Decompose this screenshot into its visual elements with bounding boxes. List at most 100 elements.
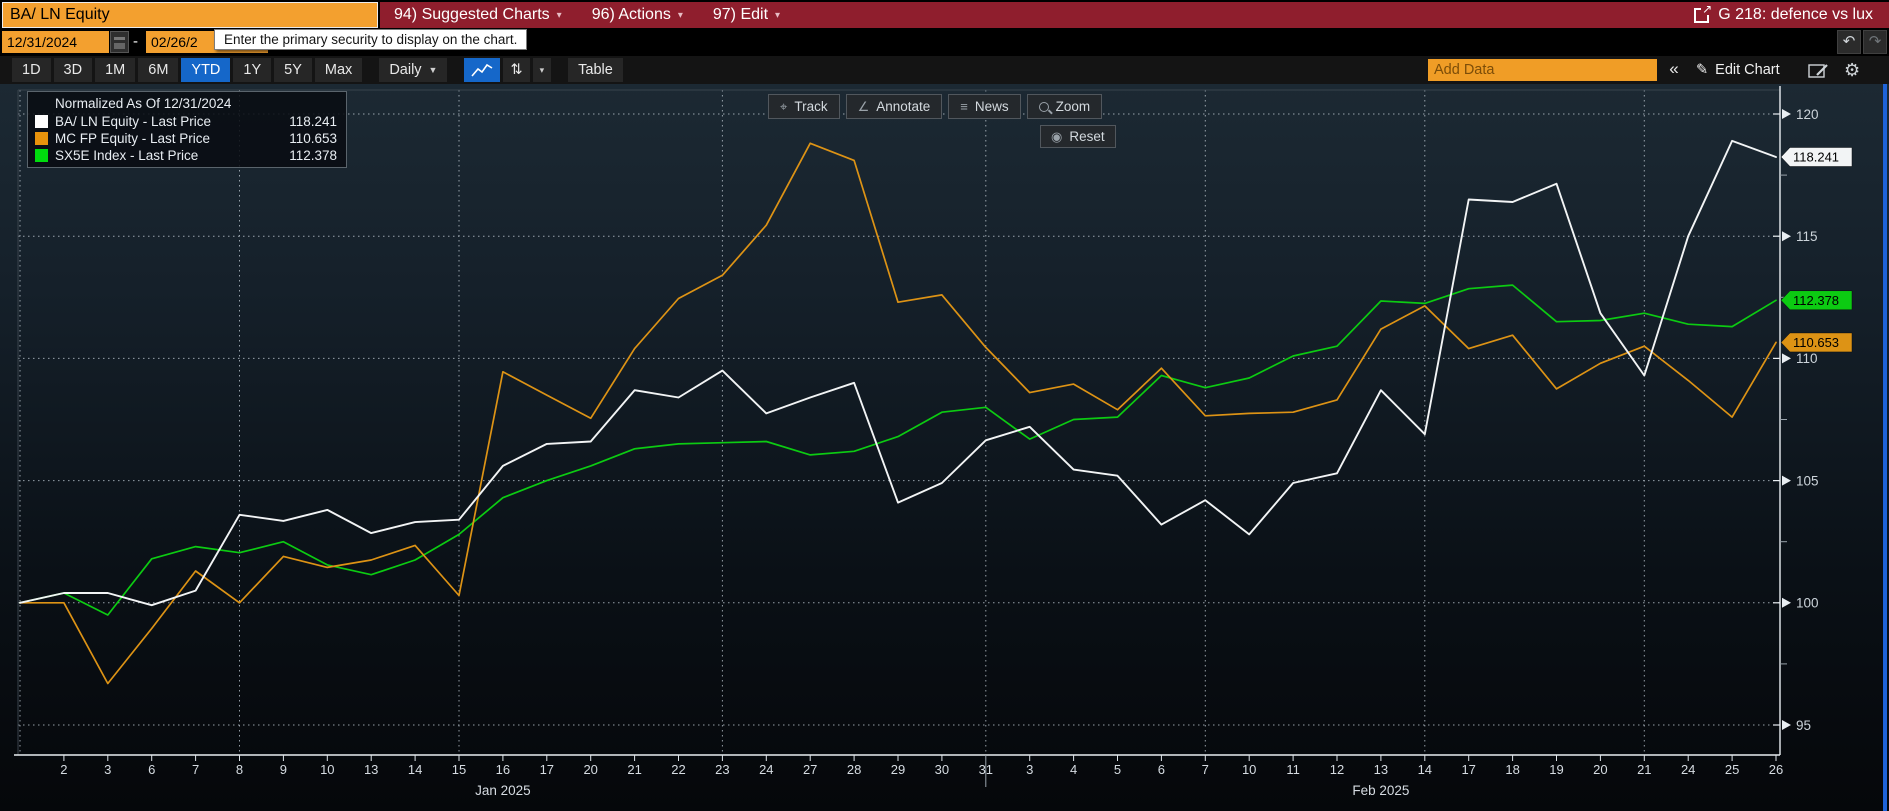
security-input-tooltip: Enter the primary security to display on… (214, 29, 528, 50)
svg-text:7: 7 (192, 762, 199, 777)
reset-button[interactable]: ◉ Reset (1040, 125, 1116, 148)
workspace-link[interactable]: ↗ G 218: defence vs lux (1694, 2, 1889, 24)
svg-text:Jan 2025: Jan 2025 (475, 783, 531, 798)
svg-text:27: 27 (803, 762, 817, 777)
svg-text:17: 17 (540, 762, 554, 777)
svg-text:24: 24 (1681, 762, 1695, 777)
redo-icon[interactable]: ↷ (1863, 30, 1887, 54)
svg-text:100: 100 (1796, 596, 1819, 611)
range-5y-button[interactable]: 5Y (274, 58, 312, 82)
line-chart-type-button[interactable] (464, 58, 501, 82)
news-button[interactable]: ≡ News (948, 94, 1021, 119)
start-date-field[interactable]: 12/31/2024 (2, 31, 109, 53)
svg-text:3: 3 (1026, 762, 1033, 777)
legend-row[interactable]: SX5E Index - Last Price 112.378 (28, 147, 346, 164)
chevron-down-icon: ▾ (556, 9, 562, 21)
svg-text:18: 18 (1505, 762, 1519, 777)
range-1m-button[interactable]: 1M (95, 58, 136, 82)
svg-text:16: 16 (496, 762, 510, 777)
pencil-icon: ✎ (1696, 62, 1709, 78)
sort-axis-button[interactable]: ⇅ (503, 58, 530, 82)
gear-icon[interactable]: ⚙ (1844, 59, 1861, 80)
svg-text:6: 6 (1158, 762, 1165, 777)
series-swatch-green (35, 149, 48, 162)
svg-text:4: 4 (1070, 762, 1077, 777)
svg-text:9: 9 (280, 762, 287, 777)
date-row: 12/31/2024 - 02/26/2 Enter the primary s… (0, 28, 1889, 56)
svg-text:11: 11 (1286, 762, 1300, 777)
series-name: BA/ LN Equity - Last Price (55, 114, 212, 129)
svg-text:21: 21 (627, 762, 641, 777)
series-name: MC FP Equity - Last Price (55, 131, 211, 146)
magnifier-icon (1038, 101, 1049, 112)
track-button[interactable]: ⌖ Track (768, 94, 840, 119)
period-dropdown[interactable]: Daily ▼ (379, 58, 448, 82)
range-1d-button[interactable]: 1D (12, 58, 51, 82)
svg-text:28: 28 (847, 762, 861, 777)
svg-text:14: 14 (1418, 762, 1432, 777)
news-icon: ≡ (960, 99, 968, 114)
svg-text:26: 26 (1769, 762, 1783, 777)
svg-text:29: 29 (891, 762, 905, 777)
series-swatch-white (35, 115, 48, 128)
sort-icon: ⇅ (510, 62, 523, 78)
calendar-icon[interactable] (110, 31, 129, 53)
svg-text:105: 105 (1796, 473, 1819, 488)
svg-text:15: 15 (452, 762, 466, 777)
menu-bar: 94) Suggested Charts ▾ 96) Actions ▾ 97)… (380, 2, 1889, 28)
svg-text:20: 20 (1593, 762, 1607, 777)
svg-text:110: 110 (1796, 351, 1818, 366)
chart-region: 2 3 6 7 8 9 10 13 14 15 16 17 20 21 22 23 24 27 28 29 30 31 3 4… (0, 84, 1889, 811)
menu-suggested-charts[interactable]: 94) Suggested Charts ▾ (394, 6, 562, 24)
range-6m-button[interactable]: 6M (138, 58, 179, 82)
svg-text:21: 21 (1637, 762, 1651, 777)
series-swatch-orange (35, 132, 48, 145)
range-ytd-button[interactable]: YTD (181, 58, 231, 82)
chevron-down-icon: ▾ (539, 64, 545, 75)
annotate-icon: ∠ (857, 98, 870, 114)
chevron-down-icon: ▼ (428, 65, 438, 75)
svg-text:115: 115 (1796, 229, 1818, 244)
svg-text:13: 13 (364, 762, 378, 777)
menu-actions[interactable]: 96) Actions ▾ (592, 6, 683, 24)
table-button[interactable]: Table (568, 58, 623, 82)
chart-type-caret-button[interactable]: ▾ (532, 58, 552, 82)
annotate-button[interactable]: ∠ Annotate (845, 94, 943, 119)
svg-text:95: 95 (1796, 718, 1811, 733)
menu-label: 94) Suggested Charts (394, 6, 550, 23)
chart-settings-icon[interactable] (1808, 57, 1830, 83)
svg-text:7: 7 (1202, 762, 1209, 777)
series-value: 118.241 (289, 114, 337, 129)
range-1y-button[interactable]: 1Y (233, 58, 272, 82)
chart-overlay-toolbar: ⌖ Track ∠ Annotate ≡ News Zoom (768, 94, 1103, 119)
range-3d-button[interactable]: 3D (53, 58, 93, 82)
range-max-button[interactable]: Max (314, 58, 363, 82)
zoom-button[interactable]: Zoom (1026, 94, 1103, 119)
chart-toolbar: 1D 3D 1M 6M YTD 1Y 5Y Max Daily ▼ ⇅ ▾ Ta… (0, 56, 1889, 84)
series-name: SX5E Index - Last Price (55, 148, 199, 163)
svg-text:23: 23 (715, 762, 729, 777)
collapse-panel-icon[interactable]: « (1669, 59, 1679, 78)
chart-legend[interactable]: Normalized As Of 12/31/2024 BA/ LN Equit… (27, 91, 347, 168)
legend-row[interactable]: MC FP Equity - Last Price 110.653 (28, 130, 346, 147)
menu-edit[interactable]: 97) Edit ▾ (713, 6, 780, 24)
svg-text:3: 3 (104, 762, 111, 777)
legend-title: Normalized As Of 12/31/2024 (55, 96, 232, 111)
svg-text:10: 10 (320, 762, 334, 777)
svg-text:10: 10 (1242, 762, 1256, 777)
svg-text:25: 25 (1725, 762, 1739, 777)
panel-edge (1883, 84, 1887, 811)
series-value: 112.378 (289, 148, 337, 163)
security-input[interactable]: BA/ LN Equity (2, 2, 378, 28)
price-chart[interactable]: 2 3 6 7 8 9 10 13 14 15 16 17 20 21 22 23 24 27 28 29 30 31 3 4… (0, 84, 1889, 811)
legend-row[interactable]: BA/ LN Equity - Last Price 118.241 (28, 113, 346, 130)
add-data-input[interactable]: Add Data (1428, 59, 1657, 81)
menu-label: 97) Edit (712, 6, 769, 23)
undo-icon[interactable]: ↶ (1837, 30, 1861, 54)
svg-text:110.653: 110.653 (1793, 335, 1839, 350)
date-range-separator: - (133, 33, 138, 50)
edit-chart-button[interactable]: ✎ Edit Chart (1696, 62, 1780, 78)
line-chart-icon (471, 63, 493, 77)
svg-text:20: 20 (583, 762, 597, 777)
menu-label: 96) Actions (591, 6, 671, 23)
